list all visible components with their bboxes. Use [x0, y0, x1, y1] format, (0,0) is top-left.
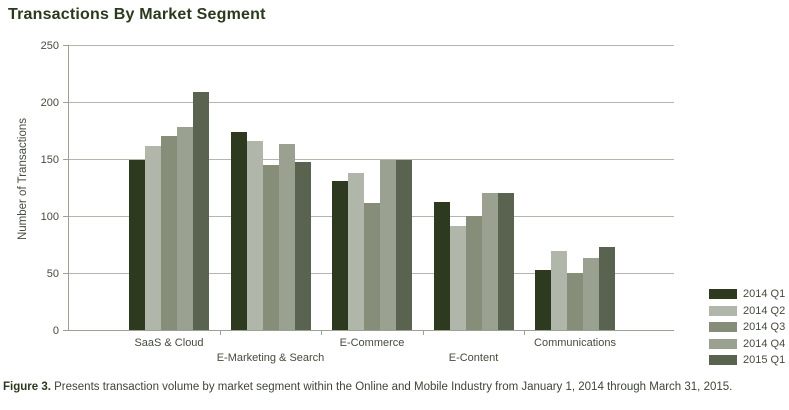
bar [599, 246, 615, 330]
y-tick-label-100: 100 [40, 211, 59, 223]
bar [535, 269, 551, 330]
figure-caption: Figure 3. Presents transaction volume by… [3, 380, 786, 394]
bar [129, 160, 145, 330]
plot-area: 0 50 100 150 200 250 Number of Transactions S… [17, 40, 674, 364]
gridline-250 [69, 45, 674, 46]
bar [380, 160, 396, 330]
chart-title: Transactions By Market Segment [8, 6, 266, 23]
bar [230, 131, 247, 330]
y-tick-150 [63, 159, 69, 160]
y-tick-0 [63, 330, 69, 331]
bar-group-3 [433, 45, 514, 330]
gridline-200 [69, 102, 674, 103]
legend-swatch-icon [709, 338, 737, 349]
bar [396, 160, 412, 330]
legend-item: 2014 Q4 [709, 336, 785, 353]
y-tick-100 [63, 216, 69, 217]
bar [262, 164, 279, 330]
bar [481, 193, 498, 330]
legend-label: 2014 Q3 [743, 321, 786, 334]
figure-caption-label: Figure 3. [3, 381, 51, 393]
legend-label: 2014 Q4 [743, 337, 786, 350]
bar-group-1 [230, 45, 311, 330]
bar [332, 180, 348, 330]
y-tick-label-250: 250 [40, 40, 59, 52]
legend-item: 2015 Q1 [709, 352, 785, 369]
x-category-label: E-Commerce [339, 337, 405, 349]
legend: 2014 Q1 2014 Q2 2014 Q3 2014 Q4 2015 Q1 [709, 286, 785, 369]
bar [465, 216, 482, 330]
bar [551, 251, 567, 330]
legend-item: 2014 Q3 [709, 319, 785, 336]
bar [497, 193, 514, 330]
legend-label: 2014 Q1 [743, 288, 786, 301]
bar-group-4 [535, 45, 615, 330]
legend-item: 2014 Q2 [709, 303, 785, 320]
figure-caption-text: Presents transaction volume by market se… [50, 381, 733, 393]
legend-swatch-icon [709, 289, 737, 300]
y-tick-label-150: 150 [40, 154, 59, 166]
y-tick-label-200: 200 [40, 97, 59, 109]
bar [177, 127, 193, 330]
x-tick [422, 331, 424, 335]
bar [433, 202, 450, 330]
x-category-label: SaaS & Cloud [134, 337, 204, 349]
legend-swatch-icon [709, 305, 737, 316]
y-axis-title: Number of Transactions [17, 117, 29, 241]
y-tick-200 [63, 102, 69, 103]
legend-label: 2015 Q1 [743, 354, 786, 367]
bar [278, 144, 295, 330]
y-tick-250 [63, 45, 69, 46]
bar [294, 162, 311, 330]
y-tick-label-0: 0 [52, 325, 59, 337]
x-tick [321, 331, 323, 335]
bar-group-2 [332, 45, 412, 330]
bar [449, 226, 466, 330]
x-tick [219, 331, 221, 335]
x-category-label: E-Marketing & Search [216, 352, 325, 364]
x-tick [524, 331, 526, 335]
bar [145, 146, 161, 330]
gridline-150 [69, 159, 674, 160]
bar [246, 140, 263, 330]
legend-swatch-icon [709, 355, 737, 366]
legend-swatch-icon [709, 322, 737, 333]
bar-group-0 [129, 45, 209, 330]
legend-label: 2014 Q2 [743, 304, 786, 317]
y-tick-label-50: 50 [46, 268, 59, 280]
bar [161, 136, 177, 330]
bar [583, 258, 599, 330]
bar [193, 91, 209, 330]
bar [348, 172, 364, 330]
x-category-label: Communications [534, 337, 616, 349]
bar [567, 273, 583, 330]
bar [364, 203, 380, 330]
legend-item: 2014 Q1 [709, 286, 785, 303]
x-category-label: E-Content [448, 352, 499, 364]
y-tick-50 [63, 273, 69, 274]
